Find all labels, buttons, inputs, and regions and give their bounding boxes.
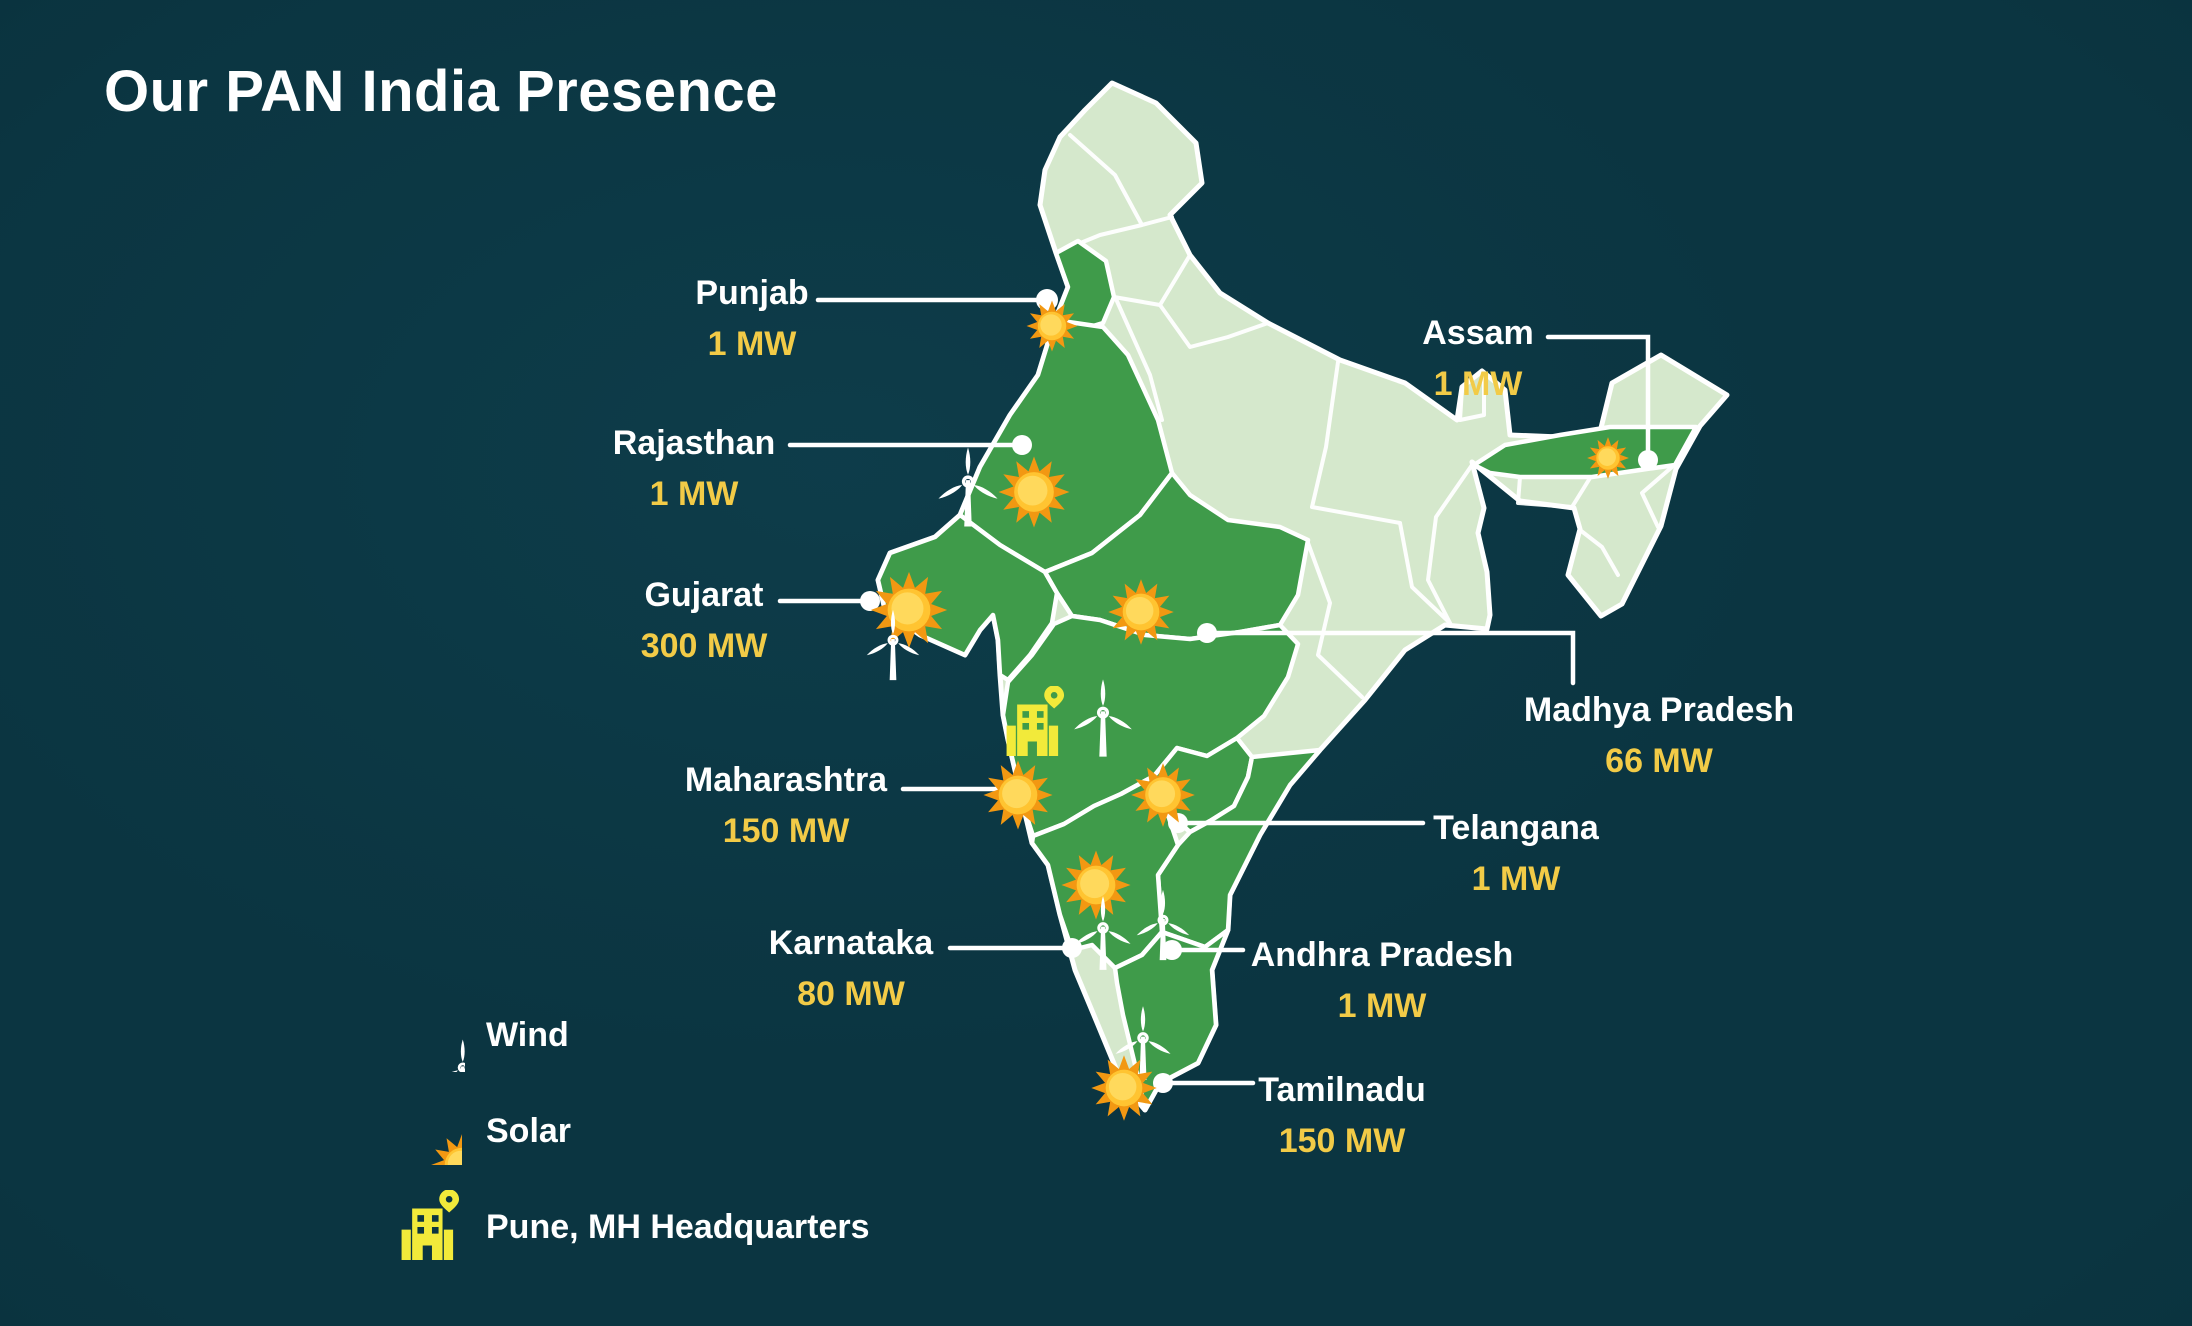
state-capacity: 300 MW bbox=[640, 627, 768, 665]
state-name: Madhya Pradesh bbox=[1523, 691, 1795, 729]
leader-dot-punjab bbox=[1036, 289, 1058, 311]
leader-dot-gujarat bbox=[860, 591, 880, 611]
state-capacity: 150 MW bbox=[1278, 1122, 1406, 1160]
state-name: Gujarat bbox=[644, 576, 764, 614]
state-capacity: 1 MW bbox=[1337, 987, 1427, 1025]
state-name: Telangana bbox=[1433, 809, 1599, 847]
legend-item-wind: Wind bbox=[388, 996, 870, 1074]
label-rajasthan: Rajasthan 1 MW bbox=[613, 424, 776, 514]
label-tamilnadu: Tamilnadu 150 MW bbox=[1258, 1071, 1426, 1161]
leader-dot-tamilnadu bbox=[1153, 1073, 1173, 1093]
state-borders-inactive bbox=[1054, 133, 1674, 699]
legend-item-headquarters: Pune, MH Headquarters bbox=[388, 1188, 870, 1266]
state-name: Punjab bbox=[695, 274, 809, 312]
solar-icon bbox=[388, 1092, 468, 1170]
page-title: Our PAN India Presence bbox=[104, 59, 778, 124]
legend-item-solar: Solar bbox=[388, 1092, 870, 1170]
headquarters-icon bbox=[388, 1188, 468, 1266]
state-name: Maharashtra bbox=[684, 761, 888, 799]
wind-icon bbox=[388, 996, 468, 1074]
legend: Wind Solar Pune, MH Headquarters bbox=[388, 996, 870, 1284]
leader-dot-madhya-pradesh bbox=[1197, 623, 1217, 643]
state-capacity: 1 MW bbox=[1471, 860, 1561, 898]
state-capacity: 80 MW bbox=[797, 975, 905, 1013]
legend-label: Solar bbox=[486, 1111, 572, 1150]
state-capacity: 1 MW bbox=[649, 475, 739, 513]
state-name: Rajasthan bbox=[612, 424, 776, 462]
label-gujarat: Gujarat 300 MW bbox=[641, 576, 768, 666]
state-name: Tamilnadu bbox=[1258, 1071, 1426, 1109]
leader-assam bbox=[1545, 334, 1651, 463]
label-maharashtra: Maharashtra 150 MW bbox=[685, 761, 887, 851]
leader-dot-telangana bbox=[1168, 813, 1188, 833]
state-name: Andhra Pradesh bbox=[1250, 936, 1514, 974]
state-capacity: 150 MW bbox=[722, 812, 850, 850]
state-capacity: 66 MW bbox=[1605, 742, 1713, 780]
label-assam: Assam 1 MW bbox=[1422, 314, 1534, 404]
leader-dot-assam bbox=[1638, 450, 1658, 470]
legend-label: Pune, MH Headquarters bbox=[486, 1207, 870, 1246]
leader-madhya-pradesh bbox=[1204, 630, 1576, 686]
leader-dot-andhra-pradesh bbox=[1162, 940, 1182, 960]
state-name: Assam bbox=[1422, 314, 1534, 352]
label-karnataka: Karnataka 80 MW bbox=[769, 924, 933, 1014]
state-capacity: 1 MW bbox=[1433, 365, 1523, 403]
state-maharashtra bbox=[1000, 613, 1301, 839]
state-punjab bbox=[1052, 238, 1117, 336]
label-andhra-pradesh: Andhra Pradesh 1 MW bbox=[1251, 936, 1514, 1026]
label-madhya-pradesh: Madhya Pradesh 66 MW bbox=[1524, 691, 1794, 781]
state-capacity: 1 MW bbox=[707, 325, 797, 363]
label-punjab: Punjab 1 MW bbox=[695, 274, 808, 364]
leader-dot-rajasthan bbox=[1012, 435, 1032, 455]
legend-label: Wind bbox=[486, 1015, 569, 1054]
label-telangana: Telangana 1 MW bbox=[1433, 809, 1599, 899]
state-name: Karnataka bbox=[768, 924, 934, 962]
